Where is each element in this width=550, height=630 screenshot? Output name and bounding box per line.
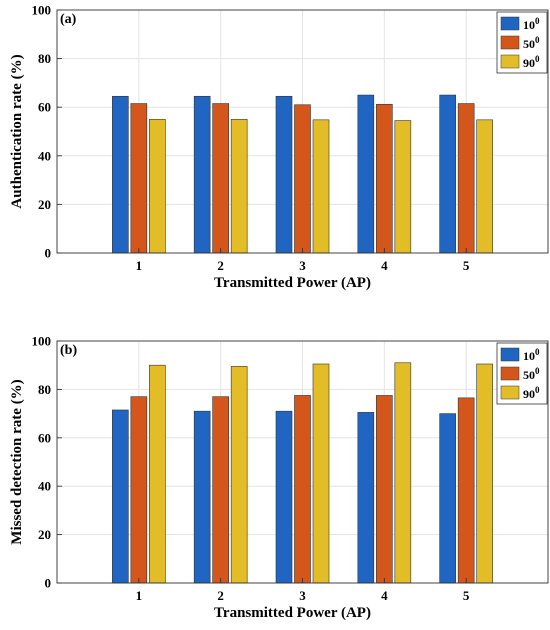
bar-90-1	[149, 119, 166, 254]
bar-90-3	[312, 119, 330, 254]
bar-90-3	[312, 363, 330, 584]
bar-90-2	[230, 119, 248, 254]
chart-panel-a: 0 20 40 60 80 100 1 2 3 4 5 (a) Transmitted Power (A…	[9, 3, 549, 291]
bar-10-1	[112, 409, 129, 584]
panel-tag: (a)	[60, 12, 77, 27]
bar-50-3	[294, 104, 311, 254]
bar-90-4	[394, 120, 412, 254]
x-tick-label: 4	[381, 588, 388, 603]
x-tick-label: 3	[299, 588, 306, 603]
bar-90-5	[476, 363, 493, 584]
x-tick-label: 3	[299, 258, 306, 273]
bar-10-2	[193, 410, 211, 584]
bar-50-2	[212, 103, 229, 254]
legend-swatch-10	[500, 16, 520, 31]
bar-10-3	[275, 95, 293, 254]
y-tick-label: 40	[38, 479, 51, 494]
y-tick-label: 40	[38, 148, 51, 163]
y-tick-label: 80	[38, 51, 51, 66]
bar-50-1	[130, 396, 148, 584]
bar-50-3	[294, 395, 311, 584]
chart-panel-b: 0 20 40 60 80 100 1 2 3 4 5 (b) Transmitted Power (A…	[9, 334, 549, 621]
y-axis-label: Missed detection rate (%)	[9, 379, 25, 544]
y-tick-label: 20	[38, 527, 51, 542]
bar-50-1	[130, 103, 148, 254]
legend-swatch-10	[500, 347, 520, 362]
x-tick-label: 1	[136, 588, 143, 603]
bar-10-5	[439, 413, 456, 584]
bar-50-5	[457, 103, 475, 254]
bar-90-2	[230, 366, 248, 584]
x-tick-label: 5	[463, 588, 470, 603]
bar-50-4	[376, 103, 393, 254]
bar-10-2	[193, 95, 211, 254]
y-tick-label: 60	[38, 100, 51, 115]
x-axis-label: Transmitted Power (AP)	[214, 605, 371, 621]
bar-10-4	[357, 412, 375, 584]
bar-90-1	[149, 364, 166, 584]
y-tick-label: 100	[32, 3, 52, 18]
y-tick-label: 0	[45, 246, 52, 261]
y-tick-label: 20	[38, 197, 51, 212]
x-tick-label: 5	[463, 258, 470, 273]
legend-swatch-90	[500, 54, 520, 69]
legend-swatch-50	[500, 35, 520, 50]
x-tick-label: 4	[381, 258, 388, 273]
x-tick-label: 2	[217, 258, 224, 273]
bar-10-3	[275, 410, 293, 584]
bar-10-5	[439, 94, 456, 254]
bar-10-4	[357, 94, 375, 254]
x-tick-label: 2	[217, 588, 224, 603]
y-axis-label: Authentication rate (%)	[9, 54, 25, 208]
bar-90-4	[394, 362, 412, 584]
x-axis-label: Transmitted Power (AP)	[214, 275, 371, 291]
bar-50-2	[212, 396, 229, 584]
legend-swatch-50	[500, 366, 520, 381]
y-tick-label: 0	[45, 576, 52, 591]
bar-50-5	[457, 397, 475, 584]
bar-50-4	[376, 395, 393, 584]
y-tick-label: 80	[38, 382, 51, 397]
y-tick-label: 100	[32, 334, 52, 349]
y-tick-label: 60	[38, 430, 51, 445]
legend-swatch-90	[500, 385, 520, 400]
x-tick-label: 1	[136, 258, 143, 273]
panel-tag: (b)	[60, 343, 77, 358]
bar-90-5	[476, 119, 493, 254]
bar-10-1	[112, 95, 129, 254]
